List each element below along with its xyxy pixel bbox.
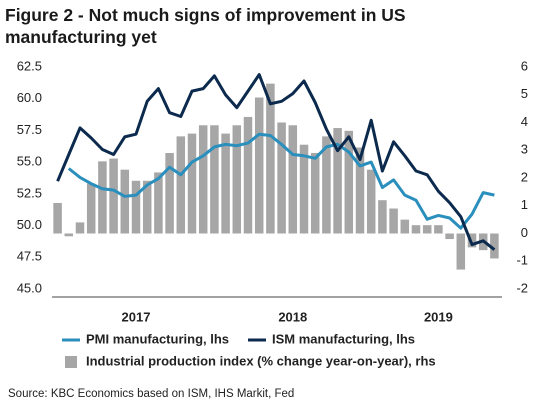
bar <box>411 225 421 234</box>
y-tick-label: 60.0 <box>17 90 42 105</box>
bar <box>310 153 320 234</box>
bar <box>277 122 286 234</box>
bar <box>266 83 275 234</box>
y2-tick-label: 4 <box>521 114 528 129</box>
bar <box>333 128 342 234</box>
y2-tick-label: 5 <box>521 86 528 101</box>
y2-tick-label: 6 <box>521 58 528 73</box>
bar <box>422 225 432 234</box>
bar <box>131 180 141 234</box>
bar <box>86 183 96 234</box>
y-tick-label: 45.0 <box>17 280 42 295</box>
bar <box>445 233 454 240</box>
y-tick-label: 52.5 <box>17 185 42 200</box>
bar <box>254 97 264 234</box>
bar <box>142 180 152 234</box>
bar <box>198 125 208 234</box>
y-tick-label: 47.5 <box>17 249 42 264</box>
bar <box>389 208 398 234</box>
bar <box>98 161 107 234</box>
chart-title: Figure 2 - Not much signs of improvement… <box>5 5 406 47</box>
y2-tick-label: 0 <box>521 225 528 240</box>
bar <box>243 116 253 234</box>
line <box>67 132 495 230</box>
bar <box>366 169 376 234</box>
bar <box>64 233 74 237</box>
y2-tick-label: -1 <box>516 253 528 268</box>
bar <box>232 125 242 234</box>
source-note: Source: KBC Economics based on ISM, IHS … <box>8 388 294 400</box>
bar <box>355 147 365 234</box>
y-tick-label: 55.0 <box>17 154 42 169</box>
bar <box>344 130 354 234</box>
bar <box>299 144 309 234</box>
x-tick-label: 2019 <box>424 309 453 324</box>
legend-swatch <box>65 356 77 368</box>
bar <box>434 225 443 234</box>
y-tick-label: 57.5 <box>17 122 42 137</box>
legend-label: ISM manufacturing, lhs <box>272 331 415 346</box>
line <box>56 73 496 251</box>
legend-label: Industrial production index (% change ye… <box>86 353 436 368</box>
bar <box>322 136 331 234</box>
bar <box>53 202 62 234</box>
bar <box>109 158 118 234</box>
legend-label: PMI manufacturing, lhs <box>86 331 229 346</box>
bar <box>378 200 387 234</box>
y2-tick-label: 3 <box>521 142 528 157</box>
bar <box>400 219 410 234</box>
bar <box>490 233 499 259</box>
y2-tick-label: 2 <box>521 169 528 184</box>
bar <box>120 169 130 234</box>
bar <box>154 172 163 234</box>
x-tick-label: 2018 <box>278 309 307 324</box>
y2-tick-label: -2 <box>516 280 528 295</box>
bar <box>221 133 230 234</box>
bar <box>187 133 197 234</box>
y2-tick-label: 1 <box>521 197 528 212</box>
bar <box>288 125 298 234</box>
bar <box>210 125 219 234</box>
x-tick-label: 2017 <box>122 309 151 324</box>
y-tick-label: 50.0 <box>17 217 42 232</box>
bar <box>456 233 466 270</box>
y-tick-label: 62.5 <box>17 58 42 73</box>
bar <box>467 233 477 248</box>
bar <box>75 222 85 234</box>
bar <box>176 136 186 234</box>
bar <box>165 153 174 234</box>
